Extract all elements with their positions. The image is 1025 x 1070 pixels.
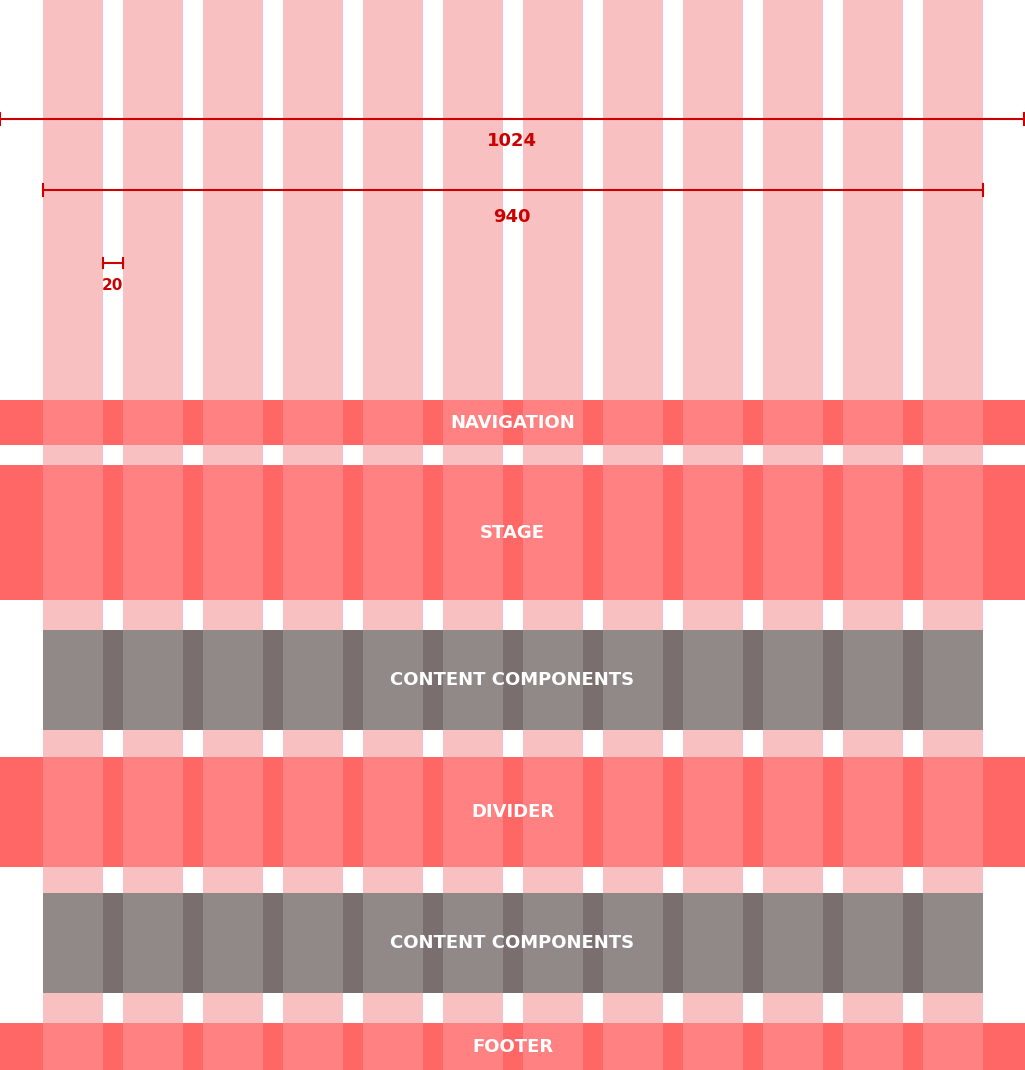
- Bar: [363, 893, 422, 993]
- Bar: [443, 756, 502, 867]
- Bar: [363, 0, 422, 1070]
- Text: STAGE: STAGE: [480, 523, 545, 541]
- Bar: [443, 1023, 502, 1070]
- Bar: [42, 893, 983, 993]
- Bar: [203, 400, 262, 445]
- Bar: [683, 400, 742, 445]
- Bar: [763, 1023, 822, 1070]
- Bar: [42, 893, 102, 993]
- Bar: [123, 756, 182, 867]
- Bar: [922, 0, 983, 1070]
- Bar: [42, 630, 102, 730]
- Bar: [922, 465, 983, 600]
- Bar: [123, 630, 182, 730]
- Bar: [203, 465, 262, 600]
- Bar: [283, 0, 342, 1070]
- Bar: [363, 465, 422, 600]
- Bar: [763, 400, 822, 445]
- Bar: [203, 630, 262, 730]
- Bar: [42, 400, 102, 445]
- Text: DIVIDER: DIVIDER: [470, 802, 555, 821]
- Bar: [603, 630, 662, 730]
- Bar: [203, 756, 262, 867]
- Text: 1024: 1024: [487, 132, 537, 150]
- Bar: [683, 893, 742, 993]
- Bar: [363, 1023, 422, 1070]
- Bar: [203, 893, 262, 993]
- Bar: [42, 465, 102, 600]
- Bar: [523, 756, 582, 867]
- Bar: [843, 0, 902, 1070]
- Bar: [443, 893, 502, 993]
- Bar: [763, 465, 822, 600]
- Text: FOOTER: FOOTER: [472, 1038, 554, 1055]
- Bar: [283, 630, 342, 730]
- Bar: [683, 465, 742, 600]
- Bar: [42, 756, 102, 867]
- Bar: [763, 893, 822, 993]
- Bar: [603, 465, 662, 600]
- Bar: [363, 756, 422, 867]
- Bar: [603, 756, 662, 867]
- Bar: [123, 893, 182, 993]
- Text: 940: 940: [493, 208, 531, 226]
- Bar: [523, 630, 582, 730]
- Text: CONTENT COMPONENTS: CONTENT COMPONENTS: [391, 934, 634, 952]
- Bar: [843, 465, 902, 600]
- Bar: [922, 893, 983, 993]
- Bar: [843, 630, 902, 730]
- Bar: [443, 630, 502, 730]
- Bar: [922, 630, 983, 730]
- Bar: [203, 1023, 262, 1070]
- Bar: [443, 0, 502, 1070]
- Text: NAVIGATION: NAVIGATION: [450, 413, 575, 431]
- Bar: [763, 756, 822, 867]
- Bar: [42, 630, 983, 730]
- Bar: [683, 0, 742, 1070]
- Bar: [363, 400, 422, 445]
- Bar: [523, 400, 582, 445]
- Bar: [763, 0, 822, 1070]
- Text: CONTENT COMPONENTS: CONTENT COMPONENTS: [391, 671, 634, 689]
- Text: 20: 20: [101, 278, 123, 293]
- Bar: [123, 400, 182, 445]
- Bar: [523, 0, 582, 1070]
- Bar: [523, 1023, 582, 1070]
- Bar: [683, 630, 742, 730]
- Bar: [603, 0, 662, 1070]
- Bar: [523, 893, 582, 993]
- Bar: [922, 400, 983, 445]
- Bar: [42, 1023, 102, 1070]
- Bar: [603, 400, 662, 445]
- Bar: [603, 893, 662, 993]
- Bar: [0, 465, 1025, 600]
- Bar: [443, 400, 502, 445]
- Bar: [843, 893, 902, 993]
- Bar: [443, 465, 502, 600]
- Bar: [922, 756, 983, 867]
- Bar: [0, 756, 1025, 867]
- Bar: [203, 0, 262, 1070]
- Bar: [123, 1023, 182, 1070]
- Bar: [42, 0, 102, 1070]
- Bar: [123, 0, 182, 1070]
- Bar: [363, 630, 422, 730]
- Bar: [843, 400, 902, 445]
- Bar: [843, 1023, 902, 1070]
- Bar: [283, 756, 342, 867]
- Bar: [283, 1023, 342, 1070]
- Bar: [603, 1023, 662, 1070]
- Bar: [683, 756, 742, 867]
- Bar: [763, 630, 822, 730]
- Bar: [283, 465, 342, 600]
- Bar: [0, 1023, 1025, 1070]
- Bar: [683, 1023, 742, 1070]
- Bar: [0, 400, 1025, 445]
- Bar: [123, 465, 182, 600]
- Bar: [523, 465, 582, 600]
- Bar: [922, 1023, 983, 1070]
- Bar: [283, 400, 342, 445]
- Bar: [283, 893, 342, 993]
- Bar: [843, 756, 902, 867]
